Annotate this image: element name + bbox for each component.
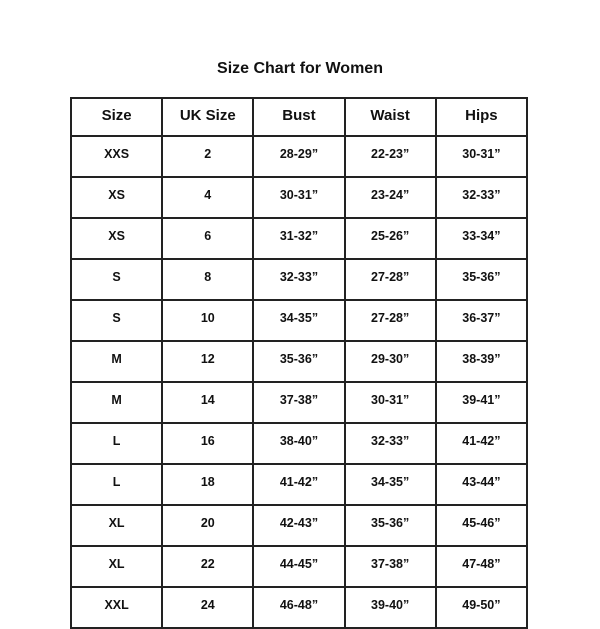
size-cell: XXS — [69, 135, 164, 178]
header-size: Size — [69, 97, 164, 137]
bust-cell: 28-29” — [252, 135, 346, 178]
size-cell: L — [69, 463, 164, 506]
uk-size-cell: 14 — [161, 381, 255, 424]
table-row: M 12 35-36” 29-30” 38-39” — [69, 340, 529, 383]
waist-cell: 30-31” — [343, 381, 437, 424]
uk-size-cell: 20 — [161, 504, 255, 547]
waist-cell: 35-36” — [343, 504, 437, 547]
bust-cell: 42-43” — [252, 504, 346, 547]
hips-cell: 39-41” — [434, 381, 529, 424]
bust-cell: 37-38” — [252, 381, 346, 424]
uk-size-cell: 10 — [161, 299, 255, 342]
waist-cell: 32-33” — [343, 422, 437, 465]
hips-cell: 49-50” — [434, 586, 529, 629]
hips-cell: 47-48” — [434, 545, 529, 588]
table-row: XS 6 31-32” 25-26” 33-34” — [69, 217, 529, 260]
size-cell: XS — [69, 176, 164, 219]
uk-size-cell: 12 — [161, 340, 255, 383]
size-cell: XS — [69, 217, 164, 260]
size-cell: XL — [69, 504, 164, 547]
bust-cell: 32-33” — [252, 258, 346, 301]
waist-cell: 27-28” — [343, 299, 437, 342]
size-cell: S — [69, 258, 164, 301]
size-cell: M — [69, 381, 164, 424]
header-uk-size: UK Size — [161, 97, 255, 137]
hips-cell: 36-37” — [434, 299, 529, 342]
header-hips: Hips — [434, 97, 529, 137]
waist-cell: 29-30” — [343, 340, 437, 383]
bust-cell: 31-32” — [252, 217, 346, 260]
waist-cell: 23-24” — [343, 176, 437, 219]
bust-cell: 46-48” — [252, 586, 346, 629]
table-row: L 18 41-42” 34-35” 43-44” — [69, 463, 529, 506]
hips-cell: 35-36” — [434, 258, 529, 301]
size-cell: XL — [69, 545, 164, 588]
hips-cell: 45-46” — [434, 504, 529, 547]
waist-cell: 22-23” — [343, 135, 437, 178]
table-row: S 10 34-35” 27-28” 36-37” — [69, 299, 529, 342]
hips-cell: 33-34” — [434, 217, 529, 260]
hips-cell: 41-42” — [434, 422, 529, 465]
uk-size-cell: 6 — [161, 217, 255, 260]
table-row: XXS 2 28-29” 22-23” 30-31” — [69, 135, 529, 178]
size-cell: L — [69, 422, 164, 465]
bust-cell: 38-40” — [252, 422, 346, 465]
table-row: XL 20 42-43” 35-36” 45-46” — [69, 504, 529, 547]
waist-cell: 27-28” — [343, 258, 437, 301]
uk-size-cell: 16 — [161, 422, 255, 465]
table-row: S 8 32-33” 27-28” 35-36” — [69, 258, 529, 301]
bust-cell: 30-31” — [252, 176, 346, 219]
uk-size-cell: 22 — [161, 545, 255, 588]
hips-cell: 43-44” — [434, 463, 529, 506]
uk-size-cell: 24 — [161, 586, 255, 629]
size-cell: S — [69, 299, 164, 342]
header-waist: Waist — [343, 97, 437, 137]
waist-cell: 34-35” — [343, 463, 437, 506]
waist-cell: 37-38” — [343, 545, 437, 588]
bust-cell: 35-36” — [252, 340, 346, 383]
uk-size-cell: 2 — [161, 135, 255, 178]
size-chart-table: Size UK Size Bust Waist Hips XXS 2 28-29” 2… — [69, 97, 529, 629]
uk-size-cell: 4 — [161, 176, 255, 219]
bust-cell: 34-35” — [252, 299, 346, 342]
header-bust: Bust — [252, 97, 346, 137]
hips-cell: 38-39” — [434, 340, 529, 383]
page-title: Size Chart for Women — [217, 60, 383, 77]
table-header-row: Size UK Size Bust Waist Hips — [69, 97, 529, 137]
bust-cell: 44-45” — [252, 545, 346, 588]
uk-size-cell: 8 — [161, 258, 255, 301]
hips-cell: 30-31” — [434, 135, 529, 178]
bust-cell: 41-42” — [252, 463, 346, 506]
table-row: XL 22 44-45” 37-38” 47-48” — [69, 545, 529, 588]
hips-cell: 32-33” — [434, 176, 529, 219]
waist-cell: 25-26” — [343, 217, 437, 260]
size-cell: XXL — [69, 586, 164, 629]
table-row: L 16 38-40” 32-33” 41-42” — [69, 422, 529, 465]
size-cell: M — [69, 340, 164, 383]
table-row: XXL 24 46-48” 39-40” 49-50” — [69, 586, 529, 629]
table-row: XS 4 30-31” 23-24” 32-33” — [69, 176, 529, 219]
table-row: M 14 37-38” 30-31” 39-41” — [69, 381, 529, 424]
waist-cell: 39-40” — [343, 586, 437, 629]
uk-size-cell: 18 — [161, 463, 255, 506]
